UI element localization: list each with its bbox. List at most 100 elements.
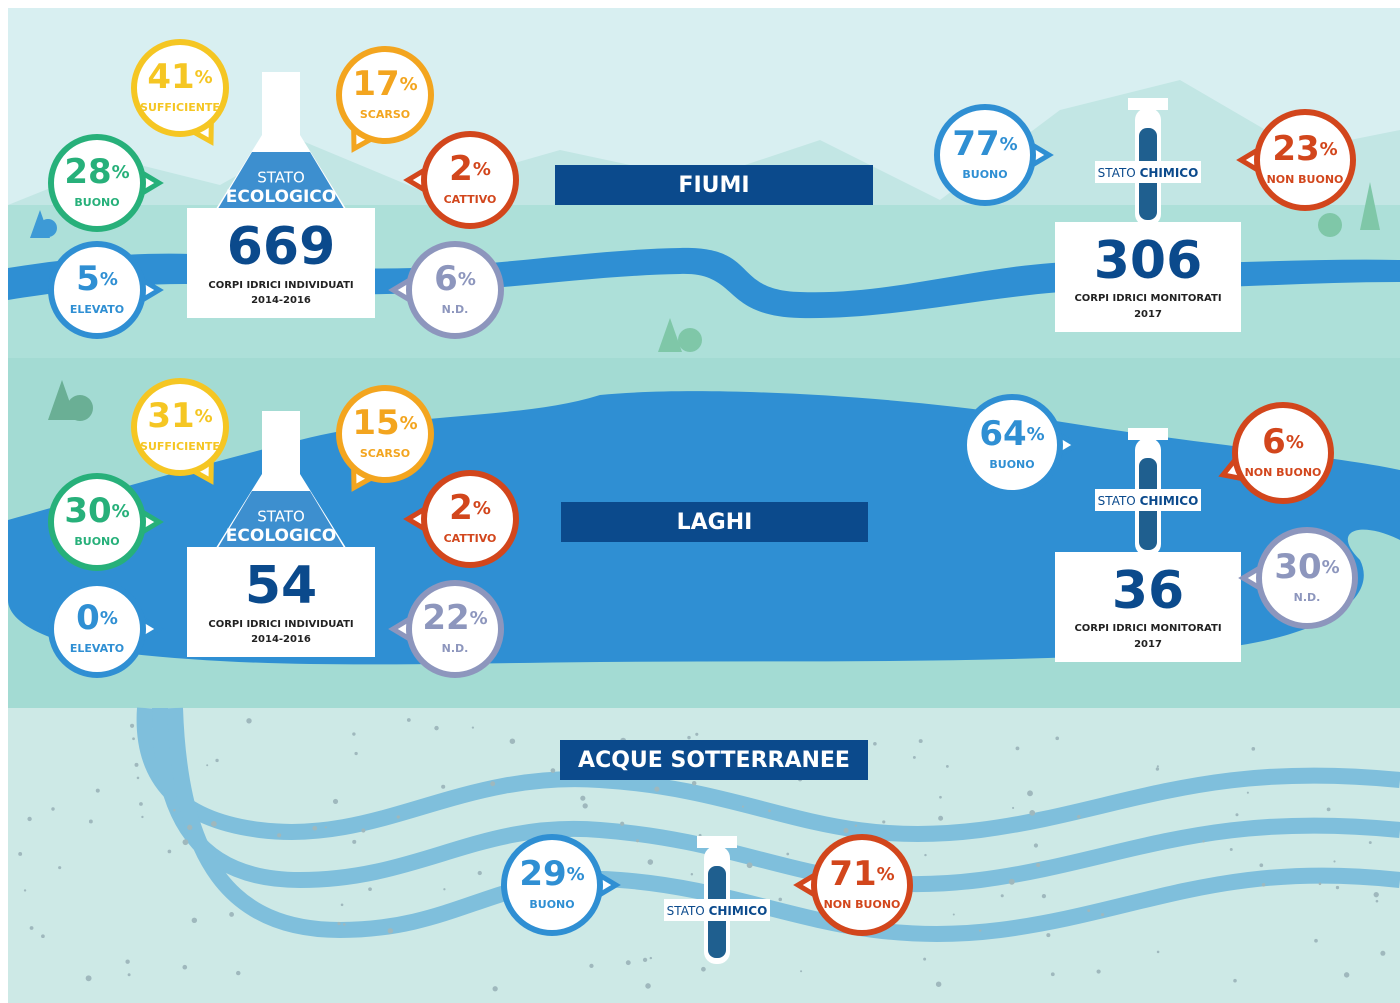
dot	[747, 862, 753, 868]
dot	[24, 889, 26, 891]
dot	[1157, 951, 1160, 954]
bubble-number: 22	[422, 598, 469, 638]
bubble-unit: %	[567, 864, 585, 885]
dot	[551, 768, 556, 773]
bubble-number: 31	[147, 396, 194, 436]
dot	[325, 826, 327, 828]
dot	[620, 822, 624, 826]
count-caption: CORPI IDRICI INDIVIDUATI	[208, 619, 353, 630]
dot	[1336, 886, 1339, 889]
bubble-unit: %	[1320, 139, 1338, 160]
dot	[51, 807, 54, 810]
bubble-number: 41	[147, 57, 194, 97]
bubble-unit: %	[400, 74, 418, 95]
dot	[368, 887, 372, 891]
bubble-label: BUONO	[74, 535, 119, 548]
bubble-unit: %	[112, 501, 130, 522]
dot	[913, 756, 916, 759]
dot	[229, 912, 234, 917]
dot	[1055, 737, 1059, 741]
dot	[1369, 841, 1372, 844]
dot	[1247, 792, 1249, 794]
dot	[192, 918, 197, 923]
bubble-unit: %	[473, 498, 491, 519]
dot	[1009, 879, 1015, 885]
dot	[979, 929, 981, 931]
bubble-unit: %	[877, 864, 895, 885]
dot	[312, 826, 317, 831]
bubble-number: 30	[64, 491, 111, 531]
bubble-unit: %	[195, 67, 213, 88]
bubble-label: ELEVATO	[70, 303, 124, 316]
dot	[800, 970, 802, 972]
dot	[333, 799, 338, 804]
count: 36	[1112, 561, 1184, 621]
dot	[936, 981, 941, 986]
dot	[89, 820, 93, 824]
bubble-number: 71	[829, 854, 876, 894]
dot	[1319, 883, 1322, 886]
tube-label-bottom: CHIMICO	[709, 904, 768, 918]
dot	[1251, 747, 1255, 751]
tube-label: STATO CHIMICO	[667, 904, 768, 918]
dot	[855, 824, 857, 826]
dot	[654, 787, 659, 792]
bubble-number: 30	[1274, 547, 1321, 587]
dot	[128, 973, 131, 976]
dot	[1029, 810, 1035, 816]
tube-label-bottom: CHIMICO	[1140, 494, 1199, 508]
dot	[1157, 765, 1159, 767]
dot	[1027, 790, 1033, 796]
dot	[938, 816, 943, 821]
dot	[141, 816, 143, 818]
dot	[1012, 807, 1014, 809]
dot	[41, 934, 45, 938]
bubble-unit: %	[195, 406, 213, 427]
count-caption: CORPI IDRICI MONITORATI	[1074, 293, 1221, 304]
dot	[1034, 843, 1038, 847]
count-period: 2014-2016	[251, 634, 311, 645]
bubble-label: NON BUONO	[1267, 173, 1344, 186]
dot	[215, 759, 218, 762]
bubble-unit: %	[458, 269, 476, 290]
dot	[86, 975, 92, 981]
page: {"sections": [ {"title": "FIUMI", "ecolo…	[0, 0, 1400, 1003]
dot	[1042, 894, 1046, 898]
tree	[67, 395, 93, 421]
dot	[341, 903, 344, 906]
dot	[1374, 892, 1379, 897]
dot	[1327, 807, 1331, 811]
dot	[1001, 894, 1004, 897]
bubble-label: NON BUONO	[824, 898, 901, 911]
dot	[18, 852, 22, 856]
dot	[583, 803, 588, 808]
bubble-number: 0	[76, 598, 100, 638]
dot	[343, 923, 346, 926]
tube-label-top: STATO	[667, 904, 705, 918]
bubble-label: SCARSO	[360, 108, 410, 121]
dot	[337, 922, 340, 925]
bubble-number: 2	[449, 149, 473, 189]
dot	[139, 802, 143, 806]
tree	[39, 219, 57, 237]
dot	[882, 820, 885, 823]
dot	[580, 796, 585, 801]
dot	[397, 815, 400, 818]
bubble-label: N.D.	[442, 303, 469, 316]
bubble-number: 29	[519, 854, 566, 894]
tube-label-bottom: CHIMICO	[1140, 166, 1199, 180]
dot	[786, 853, 789, 856]
dot	[182, 965, 187, 970]
dot	[510, 738, 516, 744]
bubble-label: SCARSO	[360, 447, 410, 460]
dot	[1235, 813, 1238, 816]
dot	[695, 733, 698, 736]
bubble-number: 17	[352, 64, 399, 104]
bubble-label: SUFFICIENTE	[140, 101, 220, 114]
dot	[919, 739, 923, 743]
bubble-unit: %	[112, 162, 130, 183]
dot	[924, 854, 926, 856]
bubble-label: CATTIVO	[444, 193, 497, 206]
dot	[923, 958, 926, 961]
dot	[187, 825, 192, 830]
